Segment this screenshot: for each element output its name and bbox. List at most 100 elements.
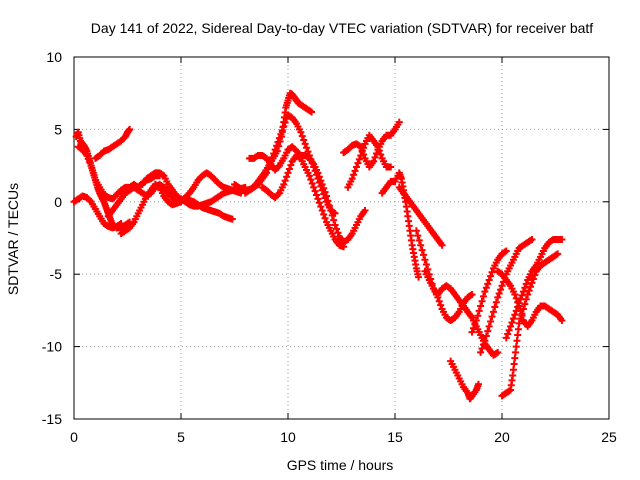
data-point: [511, 290, 519, 298]
data-point: [351, 167, 359, 175]
data-point: [315, 173, 323, 181]
data-point: [313, 191, 321, 199]
data-point: [521, 284, 529, 292]
y-tick-label: -15: [42, 411, 62, 427]
data-point: [528, 235, 536, 243]
data-point: [484, 327, 492, 335]
data-point: [371, 153, 379, 161]
data-point: [89, 166, 97, 174]
data-point: [387, 163, 395, 171]
series-arc-J: [245, 143, 369, 246]
data-point: [420, 251, 428, 259]
data-point: [482, 332, 490, 340]
data-point: [320, 210, 328, 218]
data-point: [126, 125, 134, 133]
data-point: [354, 159, 362, 167]
data-point: [495, 290, 503, 298]
data-point: [484, 280, 492, 288]
series-arc-S: [468, 247, 510, 336]
data-point: [558, 235, 566, 243]
data-point: [297, 128, 305, 136]
data-point: [418, 246, 426, 254]
data-point: [481, 288, 489, 296]
data-point: [285, 165, 293, 173]
data-point: [283, 173, 291, 181]
data-point: [278, 126, 286, 134]
data-point: [478, 345, 486, 353]
data-point: [489, 308, 497, 316]
series-arc-W: [502, 235, 566, 342]
data-point: [511, 311, 519, 319]
data-point: [330, 216, 338, 224]
series-arc-D: [91, 125, 134, 162]
data-point: [517, 295, 525, 303]
data-point: [328, 211, 336, 219]
data-point: [318, 206, 326, 214]
data-point: [494, 293, 502, 301]
data-point: [340, 243, 348, 251]
data-point: [281, 177, 289, 185]
data-point: [507, 322, 515, 330]
x-tick-label: 25: [601, 429, 617, 445]
data-point: [522, 280, 530, 288]
series-arc-O: [395, 183, 446, 249]
x-axis-label: GPS time / hours: [287, 457, 394, 473]
data-point: [435, 297, 443, 305]
data-point: [502, 247, 510, 255]
data-point: [307, 176, 315, 184]
data-point: [487, 318, 495, 326]
data-point: [325, 202, 333, 210]
data-point: [414, 232, 422, 240]
data-point: [479, 292, 487, 300]
series-arc-H: [231, 89, 316, 194]
data-point: [472, 317, 480, 325]
data-point: [515, 319, 523, 327]
data-point: [475, 307, 483, 315]
data-point: [300, 136, 308, 144]
data-point: [370, 157, 378, 165]
data-point: [308, 179, 316, 187]
data-point: [317, 203, 325, 211]
y-axis-label: SDTVAR / TECUs: [5, 183, 21, 295]
data-point: [468, 290, 476, 298]
plot-frame: [73, 56, 610, 420]
series-arc-M: [344, 131, 395, 191]
data-point: [281, 119, 289, 127]
axis-ticks: 0 5 10 15 20 25 -15 -10 -5 0 5 10: [42, 49, 617, 445]
data-point: [422, 261, 430, 269]
y-tick-label: 0: [54, 194, 62, 210]
data-point: [468, 328, 476, 336]
y-tick-label: 10: [46, 49, 62, 65]
data-point: [303, 144, 311, 152]
data-point: [375, 147, 383, 155]
y-tick-label: -5: [50, 266, 63, 282]
data-point: [497, 286, 505, 294]
data-point: [471, 320, 479, 328]
data-point: [284, 169, 292, 177]
data-point: [350, 171, 358, 179]
data-point: [485, 322, 493, 330]
data-point: [360, 144, 368, 152]
data-point: [488, 313, 496, 321]
data-point: [271, 146, 279, 154]
data-point: [415, 273, 423, 281]
data-point: [308, 108, 316, 116]
data-point: [333, 225, 341, 233]
data-point: [301, 140, 309, 148]
data-point: [508, 318, 516, 326]
data-marks: [70, 89, 566, 403]
data-point: [323, 192, 331, 200]
data-point: [348, 175, 356, 183]
data-point: [519, 305, 527, 313]
y-tick-label: -10: [42, 339, 62, 355]
data-point: [518, 291, 526, 299]
data-point: [437, 301, 445, 309]
data-point: [270, 150, 278, 158]
x-tick-label: 15: [387, 429, 403, 445]
data-point: [517, 315, 525, 323]
data-point: [502, 334, 510, 342]
data-point: [310, 183, 318, 191]
data-point: [485, 276, 493, 284]
data-point: [477, 348, 485, 356]
data-point: [481, 337, 489, 345]
